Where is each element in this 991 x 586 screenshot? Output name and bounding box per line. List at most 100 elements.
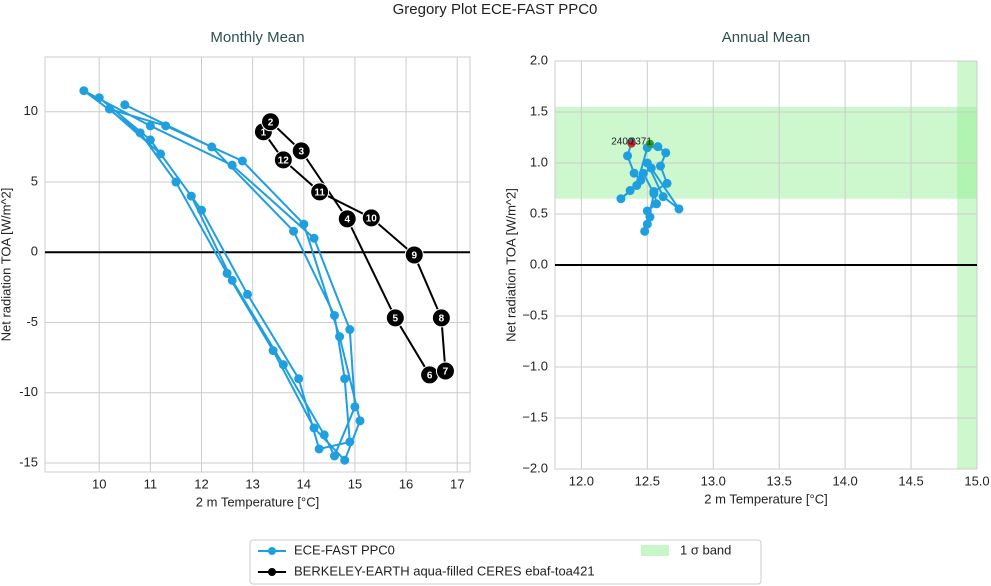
point-label: 4 — [344, 214, 350, 225]
point-label: 6 — [427, 371, 433, 382]
data-point — [222, 268, 232, 278]
data-point — [294, 374, 304, 384]
data-point — [652, 199, 662, 209]
data-point — [94, 93, 104, 103]
data-point — [186, 191, 196, 201]
x-tick-label: 16 — [399, 476, 413, 491]
subplot-title: Annual Mean — [722, 29, 810, 46]
data-point — [340, 374, 350, 384]
data-point — [227, 275, 237, 285]
y-tick-label: −1.0 — [522, 358, 548, 373]
data-point — [135, 128, 145, 138]
data-point — [237, 156, 247, 166]
y-tick-label: 1.0 — [530, 154, 548, 169]
subplot: 12.0 12.5 13.0 13.5 14.0 14.5 15.0 −2.0 −1.5 −1.0… — [503, 29, 989, 506]
x-axis-label: 2 m Temperature [°C] — [196, 494, 319, 509]
x-tick-label: 17 — [450, 476, 464, 491]
data-point — [656, 161, 665, 171]
data-point — [227, 160, 237, 170]
subplot-title: Monthly Mean — [210, 29, 304, 46]
x-tick-label: 12.5 — [635, 473, 660, 488]
x-tick-label: 13 — [245, 476, 259, 491]
data-point — [319, 430, 329, 440]
data-point — [309, 233, 319, 243]
point-label: 5 — [393, 314, 399, 325]
data-point — [645, 212, 655, 222]
x-tick-label: 13.5 — [767, 473, 792, 488]
figure-title: Gregory Plot ECE-FAST PPC0 — [393, 1, 598, 18]
point-label: 9 — [411, 251, 417, 262]
data-point — [345, 325, 355, 335]
x-tick-label: 10 — [92, 476, 106, 491]
y-tick-label: −0.5 — [522, 307, 548, 322]
data-point — [261, 112, 281, 132]
data-point — [268, 346, 278, 356]
x-axis-label: 2 m Temperature [°C] — [704, 491, 827, 506]
data-point — [309, 423, 319, 433]
data-point — [629, 168, 639, 178]
data-point — [632, 180, 642, 190]
data-point — [337, 209, 357, 229]
data-point — [329, 451, 339, 461]
legend-marker — [268, 568, 276, 576]
annotation-marker — [645, 139, 654, 148]
y-tick-label: −2.0 — [522, 460, 548, 475]
data-point — [340, 455, 350, 465]
data-point — [289, 226, 299, 236]
legend-marker — [268, 547, 276, 555]
data-point — [310, 182, 330, 202]
point-label: 3 — [298, 146, 304, 157]
legend-label: 1 σ band — [680, 542, 731, 557]
data-point — [156, 149, 166, 159]
data-point — [638, 168, 648, 178]
annotation-label: 2371 — [630, 136, 653, 147]
x-tick-label: 14.0 — [832, 473, 857, 488]
x-tick-label: 13.0 — [701, 473, 726, 488]
data-point — [207, 142, 217, 152]
data-point — [291, 141, 311, 161]
data-point — [435, 361, 455, 381]
data-point — [625, 186, 635, 196]
data-point — [161, 121, 171, 131]
data-point — [623, 151, 633, 161]
data-point — [385, 308, 405, 328]
point-label: 12 — [278, 155, 290, 166]
x-tick-label: 11 — [144, 476, 158, 491]
data-point — [404, 245, 424, 265]
point-label: 8 — [439, 314, 445, 325]
data-point — [104, 104, 114, 114]
data-point — [350, 402, 360, 412]
point-label: 10 — [366, 213, 378, 224]
data-point — [355, 416, 365, 426]
point-label: 1 — [261, 127, 267, 138]
data-point — [662, 178, 672, 188]
legend-label: BERKELEY-EARTH aqua-filled CERES ebaf-to… — [294, 563, 595, 578]
data-point — [431, 308, 451, 328]
series-line — [83, 89, 362, 463]
y-tick-label: 5 — [31, 173, 38, 188]
data-point — [196, 205, 206, 215]
x-tick-label: 15 — [348, 476, 362, 491]
plot-frame — [44, 56, 471, 473]
x-tick-label: 12 — [194, 476, 208, 491]
data-point — [145, 121, 155, 131]
data-point — [642, 219, 652, 229]
data-point — [335, 332, 345, 342]
data-point — [314, 444, 324, 454]
legend-label: ECE-FAST PPC0 — [294, 542, 395, 557]
x-tick-label: 12.0 — [569, 473, 594, 488]
data-point — [616, 194, 626, 204]
point-label: 7 — [443, 367, 449, 378]
y-tick-label: 0.5 — [530, 205, 548, 220]
point-label: 2 — [268, 117, 274, 128]
point-label: 11 — [314, 188, 325, 199]
y-tick-label: 0.0 — [530, 256, 548, 271]
y-tick-label: 1.5 — [530, 103, 548, 118]
data-point — [658, 192, 668, 202]
data-point — [79, 86, 89, 96]
data-point — [653, 142, 663, 152]
data-point — [674, 204, 684, 214]
x-tick-label: 15.0 — [964, 473, 989, 488]
